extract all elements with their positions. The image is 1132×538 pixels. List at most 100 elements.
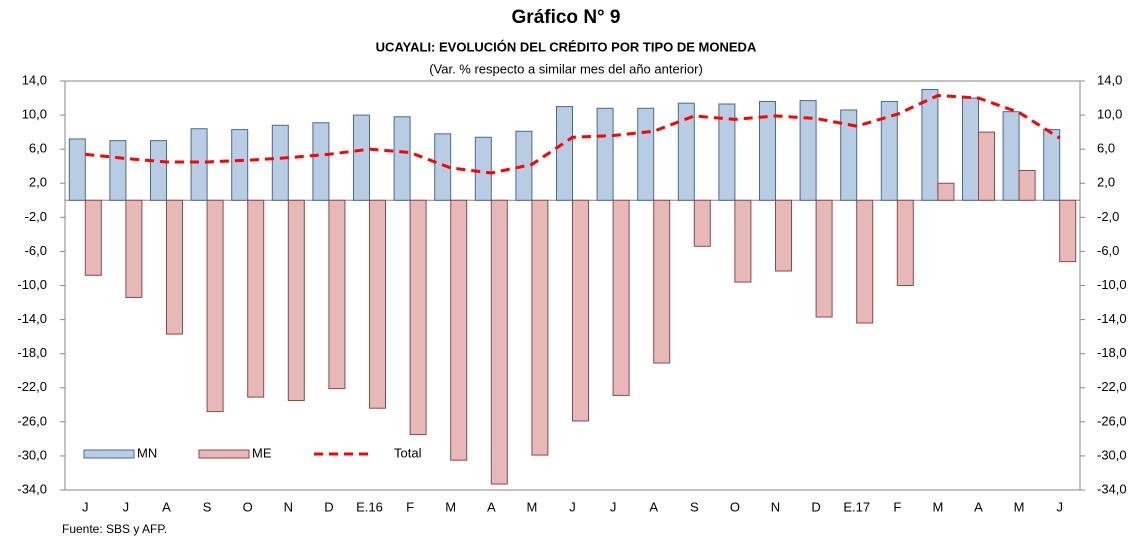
bar <box>1043 129 1061 201</box>
bar <box>937 182 955 201</box>
y2-tick-label: -10,0 <box>1097 277 1127 292</box>
y-tick-label: -30,0 <box>17 447 47 462</box>
x-tick-label: A <box>974 499 983 514</box>
bar <box>312 122 330 201</box>
x-tick-label: A <box>162 499 171 514</box>
bar <box>231 129 249 201</box>
legend-label: ME <box>252 445 272 460</box>
y-tick-label: -10,0 <box>17 277 47 292</box>
x-tick-label: F <box>893 499 901 514</box>
x-tick-label: M <box>1014 499 1025 514</box>
x-tick-label: S <box>690 499 699 514</box>
bar <box>759 100 776 201</box>
bar <box>409 199 427 436</box>
x-tick-label: D <box>811 499 820 514</box>
bar <box>880 100 898 201</box>
y-tick-label: -22,0 <box>17 379 47 394</box>
bar <box>978 131 995 201</box>
x-tick-label: J <box>123 499 130 514</box>
x-tick-label: M <box>445 499 456 514</box>
y-tick-label: 2,0 <box>29 175 47 190</box>
bar <box>840 109 858 201</box>
bar <box>353 114 370 201</box>
bar <box>799 100 817 201</box>
y2-tick-label: -26,0 <box>1097 413 1127 428</box>
y2-tick-label: -6,0 <box>1097 243 1119 258</box>
bar <box>815 199 833 318</box>
legend-swatch <box>198 449 250 459</box>
y-tick-label: -18,0 <box>17 345 47 360</box>
y-tick-label: -34,0 <box>17 481 47 496</box>
line <box>85 93 1061 175</box>
bar <box>109 140 127 201</box>
bar <box>734 199 752 283</box>
y-tick-label: -2,0 <box>25 209 47 224</box>
x-tick-label: J <box>610 499 617 514</box>
bar <box>896 199 914 287</box>
bar <box>531 199 549 456</box>
y-tick-label: 14,0 <box>22 72 47 87</box>
x-tick-label: O <box>243 499 253 514</box>
bar <box>150 140 167 201</box>
y-tick-label: -26,0 <box>17 413 47 428</box>
bar <box>653 199 671 364</box>
bar <box>68 138 86 201</box>
y2-tick-label: 6,0 <box>1097 141 1115 156</box>
bar <box>247 199 265 398</box>
x-tick-label: M <box>932 499 943 514</box>
legend-swatch <box>83 449 135 459</box>
x-tick-label: J <box>569 499 576 514</box>
chart-note: (Var. % respecto a similar mes del año a… <box>429 61 703 76</box>
bar <box>693 199 711 247</box>
x-tick-label: D <box>324 499 333 514</box>
bar <box>596 107 614 201</box>
bar <box>856 199 874 324</box>
bar <box>490 199 508 485</box>
x-tick-label: A <box>487 499 496 514</box>
bar <box>166 199 183 335</box>
bar <box>1018 169 1036 201</box>
bar <box>206 199 224 413</box>
y2-tick-label: -30,0 <box>1097 447 1127 462</box>
bar <box>556 106 573 201</box>
chart-subtitle: UCAYALI: EVOLUCIÓN DEL CRÉDITO POR TIPO … <box>376 39 757 54</box>
bar <box>572 199 589 422</box>
bar <box>190 128 208 201</box>
x-tick-label: N <box>771 499 780 514</box>
bar <box>369 199 386 409</box>
y2-tick-label: -22,0 <box>1097 379 1127 394</box>
bar <box>393 116 411 201</box>
x-tick-label: M <box>526 499 537 514</box>
x-tick-label: J <box>1056 499 1063 514</box>
bar <box>677 102 695 201</box>
bar <box>1002 111 1020 201</box>
x-tick-label: S <box>203 499 212 514</box>
x-tick-label: O <box>730 499 740 514</box>
bar <box>271 124 289 201</box>
bar <box>84 199 102 276</box>
bar <box>775 199 792 272</box>
bar <box>287 199 305 402</box>
y2-tick-label: -2,0 <box>1097 209 1119 224</box>
bar <box>637 107 655 201</box>
y2-tick-label: -18,0 <box>1097 345 1127 360</box>
bar <box>962 97 979 201</box>
y2-tick-label: 10,0 <box>1097 107 1122 122</box>
bar <box>921 89 939 201</box>
y2-tick-label: 14,0 <box>1097 72 1122 87</box>
x-tick-label: F <box>406 499 414 514</box>
y-tick-label: 6,0 <box>29 141 47 156</box>
y2-tick-label: 2,0 <box>1097 175 1115 190</box>
source: Fuente: SBS y AFP. <box>62 522 167 536</box>
x-tick-label: J <box>82 499 89 514</box>
y-tick-label: -14,0 <box>17 311 47 326</box>
x-tick-label: N <box>284 499 293 514</box>
bar <box>450 199 468 461</box>
bar <box>328 199 346 390</box>
y-tick-label: 10,0 <box>22 107 47 122</box>
legend-label: Total <box>394 445 422 460</box>
bar <box>125 199 143 298</box>
bar <box>612 199 630 396</box>
